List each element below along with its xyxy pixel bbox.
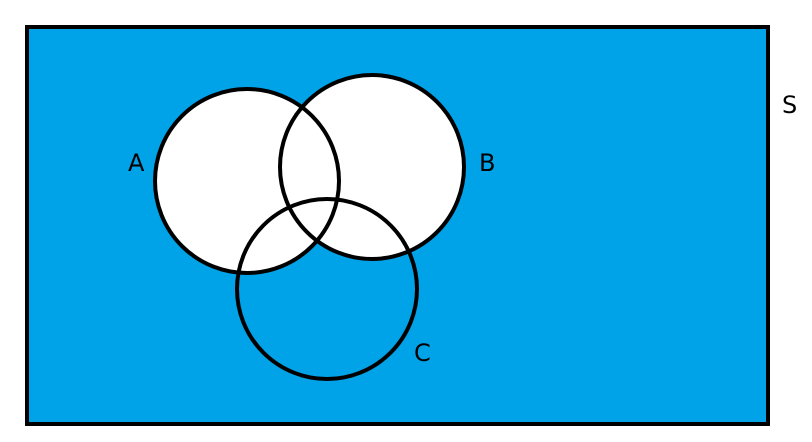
- set-b-label: B: [479, 149, 495, 177]
- set-c-circle: [235, 197, 419, 381]
- set-a-circle: [153, 87, 341, 275]
- set-a-label: A: [128, 149, 145, 177]
- set-c-label: C: [414, 339, 431, 367]
- set-b-circle: [278, 73, 466, 261]
- universe-label: S: [782, 91, 797, 119]
- set-b-fill: [280, 75, 464, 259]
